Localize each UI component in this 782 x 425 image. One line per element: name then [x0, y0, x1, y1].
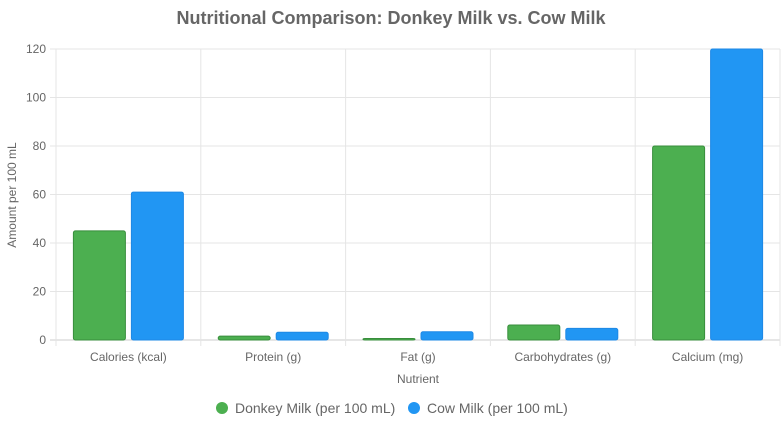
bar-cow	[275, 331, 329, 341]
y-tick-label: 80	[33, 139, 47, 153]
chart-title: Nutritional Comparison: Donkey Milk vs. …	[176, 8, 606, 28]
bar-cow	[565, 327, 619, 341]
legend-item[interactable]: Cow Milk (per 100 mL)	[427, 400, 568, 416]
bar-donkey	[362, 338, 416, 341]
y-tick-label: 60	[33, 188, 47, 202]
bar-cow	[130, 191, 184, 341]
bar-donkey	[652, 145, 706, 341]
bar-cow	[710, 48, 764, 341]
x-tick-label: Calories (kcal)	[90, 350, 167, 364]
legend-item[interactable]: Donkey Milk (per 100 mL)	[235, 400, 395, 416]
bar-donkey	[217, 335, 271, 341]
x-tick-label: Protein (g)	[245, 350, 301, 364]
x-tick-label: Calcium (mg)	[672, 350, 743, 364]
y-tick-label: 120	[26, 42, 46, 56]
x-tick-label: Carbohydrates (g)	[514, 350, 611, 364]
y-tick-label: 100	[26, 91, 46, 105]
legend-swatch	[408, 402, 420, 414]
bar-cow	[420, 331, 474, 341]
y-tick-label: 0	[39, 333, 46, 347]
y-tick-label: 40	[33, 236, 47, 250]
x-tick-label: Fat (g)	[400, 350, 435, 364]
y-axis-title: Amount per 100 mL	[5, 142, 19, 248]
legend-swatch	[216, 402, 228, 414]
y-tick-label: 20	[33, 285, 47, 299]
x-axis-title: Nutrient	[397, 372, 440, 386]
bar-donkey	[507, 324, 561, 341]
bar-donkey	[72, 230, 126, 341]
